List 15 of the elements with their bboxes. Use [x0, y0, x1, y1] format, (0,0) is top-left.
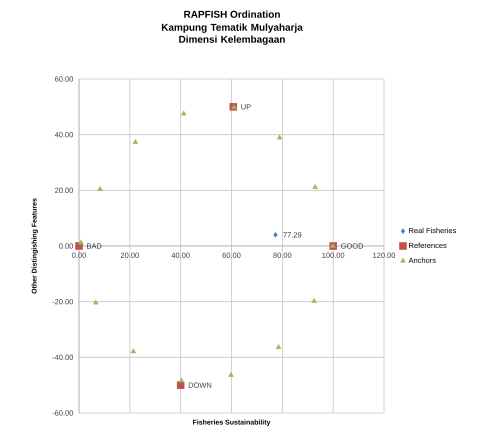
point [273, 232, 278, 238]
point [312, 184, 318, 189]
point [276, 344, 282, 350]
point [228, 372, 234, 377]
point [178, 378, 184, 382]
point [276, 134, 282, 140]
chart-subtitle: Kampung Tematik Mulyaharja Dimensi Kelembagaan [162, 24, 303, 45]
point [132, 138, 138, 144]
chart-title: RAPFISH Ordination [184, 10, 280, 18]
point [130, 348, 136, 354]
point [78, 239, 84, 244]
point [92, 300, 99, 304]
point [97, 186, 103, 191]
point [311, 298, 317, 303]
point [180, 110, 187, 116]
